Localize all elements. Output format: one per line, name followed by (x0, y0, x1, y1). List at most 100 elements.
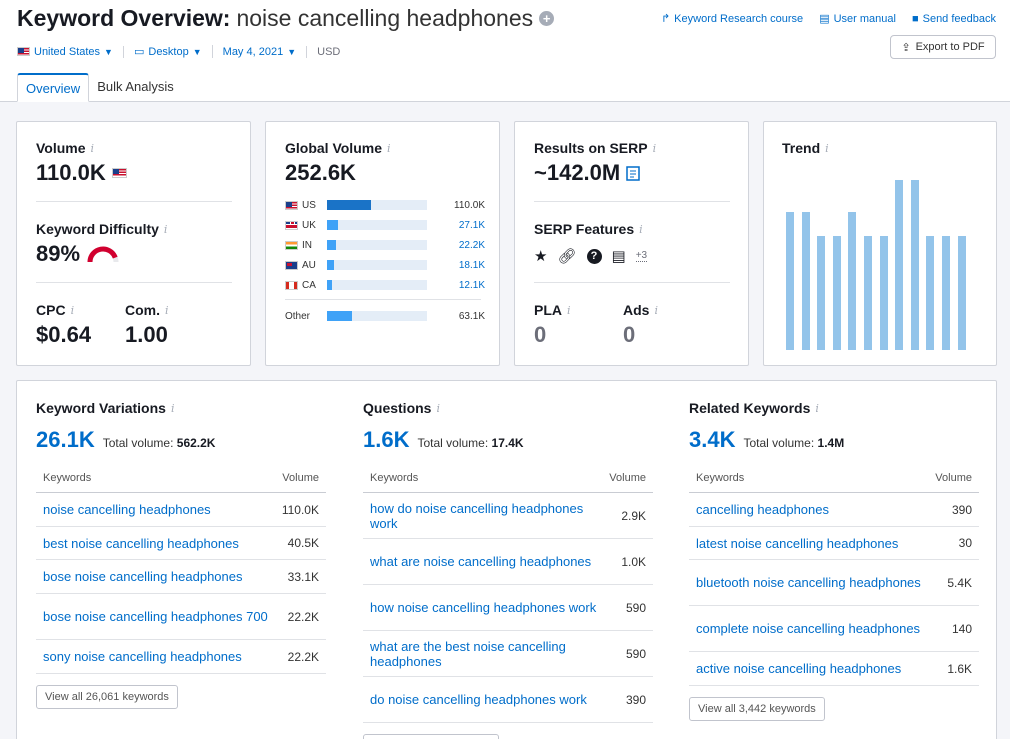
device-select[interactable]: ▭ Desktop ▼ (134, 45, 213, 58)
country-row[interactable]: AU 18.1K (285, 255, 485, 275)
trend-bar[interactable] (817, 236, 826, 350)
keyword-link[interactable]: what are the best noise cancelling headp… (370, 638, 566, 669)
info-icon[interactable]: i (163, 222, 168, 236)
keyword-link[interactable]: sony noise cancelling headphones (43, 649, 242, 664)
tab-overview[interactable]: Overview (17, 73, 90, 102)
star-icon[interactable]: ★ (534, 248, 548, 265)
country-bar-fill (327, 200, 371, 210)
info-icon[interactable]: i (654, 303, 658, 317)
count-value[interactable]: 1.6K (363, 427, 410, 452)
view-all-related-button[interactable]: View all 3,442 keywords (689, 697, 825, 721)
trend-bar[interactable] (864, 236, 872, 350)
com-value: 1.00 (125, 322, 168, 347)
add-keyword-icon[interactable]: + (539, 11, 555, 26)
keyword-variations-section: Keyword Variations i 26.1K Total volume: … (36, 400, 326, 709)
keyword-link[interactable]: latest noise cancelling headphones (696, 535, 899, 551)
keyword-link[interactable]: noise cancelling headphones (43, 502, 211, 517)
country-row[interactable]: CA 12.1K (285, 275, 485, 295)
trend-bar[interactable] (910, 180, 919, 350)
info-icon[interactable]: i (639, 222, 643, 236)
country-bar-fill (327, 260, 334, 270)
cpc-value: $0.64 (36, 322, 92, 347)
book-icon: ▤ (819, 13, 830, 25)
user-manual-link[interactable]: ▤ User manual (819, 12, 896, 26)
link-icon[interactable]: 🔗︎ (557, 248, 577, 265)
keyword-link[interactable]: best noise cancelling headphones (43, 535, 239, 551)
trend-bar[interactable] (957, 236, 966, 350)
keyword-link[interactable]: bluetooth noise cancelling headphones (696, 575, 921, 590)
keyword-link[interactable]: bose noise cancelling headphones (43, 569, 243, 584)
pla-label: PLA i (534, 302, 571, 318)
global-volume-card: Global Volume i 252.6K US 110.0K UK 27.1K… (265, 121, 500, 366)
keyword-link[interactable]: what are noise cancelling headphones (370, 554, 592, 569)
keyword-link[interactable]: do noise cancelling headphones work (370, 692, 587, 707)
keyword-link[interactable]: complete noise cancelling headphones (696, 621, 921, 636)
export-pdf-button[interactable]: ⇪ Export to PDF (890, 35, 996, 59)
title-label: Keyword Overview: (17, 5, 231, 31)
table-row: what are noise cancelling headphones 1.0K (363, 539, 653, 585)
trend-bar[interactable] (801, 212, 810, 350)
keyword-link[interactable]: active noise cancelling headphones (696, 661, 902, 676)
info-icon[interactable]: i (165, 303, 169, 317)
question-icon[interactable]: ? (586, 248, 602, 264)
table-row: cancelling headphones 390 (689, 493, 979, 527)
research-course-link[interactable]: ↱ Keyword Research course (660, 12, 804, 26)
trend-bar[interactable] (895, 180, 904, 350)
info-icon[interactable]: i (652, 141, 657, 155)
trend-bar[interactable] (879, 236, 888, 350)
divider (285, 299, 481, 300)
info-icon[interactable]: i (90, 141, 95, 155)
table-row: latest noise cancelling headphones 30 (689, 527, 979, 560)
total-volume: Total volume: 562.2K (102, 436, 216, 450)
count-value[interactable]: 3.4K (689, 427, 736, 452)
info-icon[interactable]: i (386, 141, 391, 155)
info-icon[interactable]: i (70, 303, 75, 317)
tab-bulk-analysis[interactable]: Bulk Analysis (97, 79, 174, 94)
date-select[interactable]: May 4, 2021 ▼ (223, 45, 308, 58)
ads-value: 0 (623, 322, 636, 347)
keyword-link[interactable]: how do noise cancelling headphones work (370, 500, 584, 531)
divider (36, 201, 232, 202)
trend-card: Trend i (763, 121, 997, 366)
country-row[interactable]: UK 27.1K (285, 215, 485, 235)
view-all-variations-button[interactable]: View all 26,061 keywords (36, 685, 178, 709)
country-bar (327, 240, 427, 250)
country-row[interactable]: US 110.0K (285, 195, 485, 215)
country-row[interactable]: IN 22.2K (285, 235, 485, 255)
table-row: bose noise cancelling headphones 700 22.2… (36, 594, 326, 640)
keyword-link[interactable]: how noise cancelling headphones work (370, 600, 597, 615)
kd-gauge-icon (87, 246, 119, 263)
country-select[interactable]: United States ▼ (17, 45, 124, 58)
table-row: complete noise cancelling headphones 140 (689, 606, 979, 652)
info-icon[interactable]: i (825, 141, 829, 155)
header-links: ↱ Keyword Research course ▤ User manual ■ S… (660, 12, 996, 26)
document-icon[interactable]: ▤ (611, 248, 626, 265)
trend-chart (764, 122, 996, 365)
volume-card: Volume i 110.0K Keyword Difficulty i 89% C… (16, 121, 251, 366)
trend-bar[interactable] (942, 236, 950, 350)
more-features-link[interactable]: +3 (635, 250, 648, 262)
filters-bar: United States ▼ ▭ Desktop ▼ May 4, 2021 … (17, 45, 360, 58)
serp-snapshot-icon[interactable] (626, 165, 640, 181)
trend-bar[interactable] (832, 236, 841, 350)
keyword-link[interactable]: cancelling headphones (696, 502, 829, 517)
total-volume: Total volume: 1.4M (743, 436, 845, 450)
trend-bar[interactable] (926, 236, 935, 350)
results-value: ~142.0M (534, 160, 656, 186)
other-volume: 63.1K (458, 310, 485, 322)
desktop-icon: ▭ (133, 46, 145, 58)
info-icon[interactable]: i (436, 401, 440, 415)
trend-bar[interactable] (786, 212, 794, 350)
info-icon[interactable]: i (567, 303, 571, 317)
country-bar-fill (327, 240, 336, 250)
send-feedback-link[interactable]: ■ Send feedback (911, 12, 996, 25)
table-row: how do noise cancelling headphones work 2… (363, 493, 653, 539)
info-icon[interactable]: i (815, 401, 819, 415)
trend-bar[interactable] (848, 212, 857, 350)
info-icon[interactable]: i (170, 401, 175, 415)
table-row: sony noise cancelling headphones 22.2K (36, 640, 326, 674)
count-value[interactable]: 26.1K (36, 427, 95, 452)
table-row: bluetooth noise cancelling headphones 5.4… (689, 560, 979, 606)
view-all-questions-button[interactable] (363, 734, 499, 739)
keyword-link[interactable]: bose noise cancelling headphones 700 (43, 609, 268, 624)
